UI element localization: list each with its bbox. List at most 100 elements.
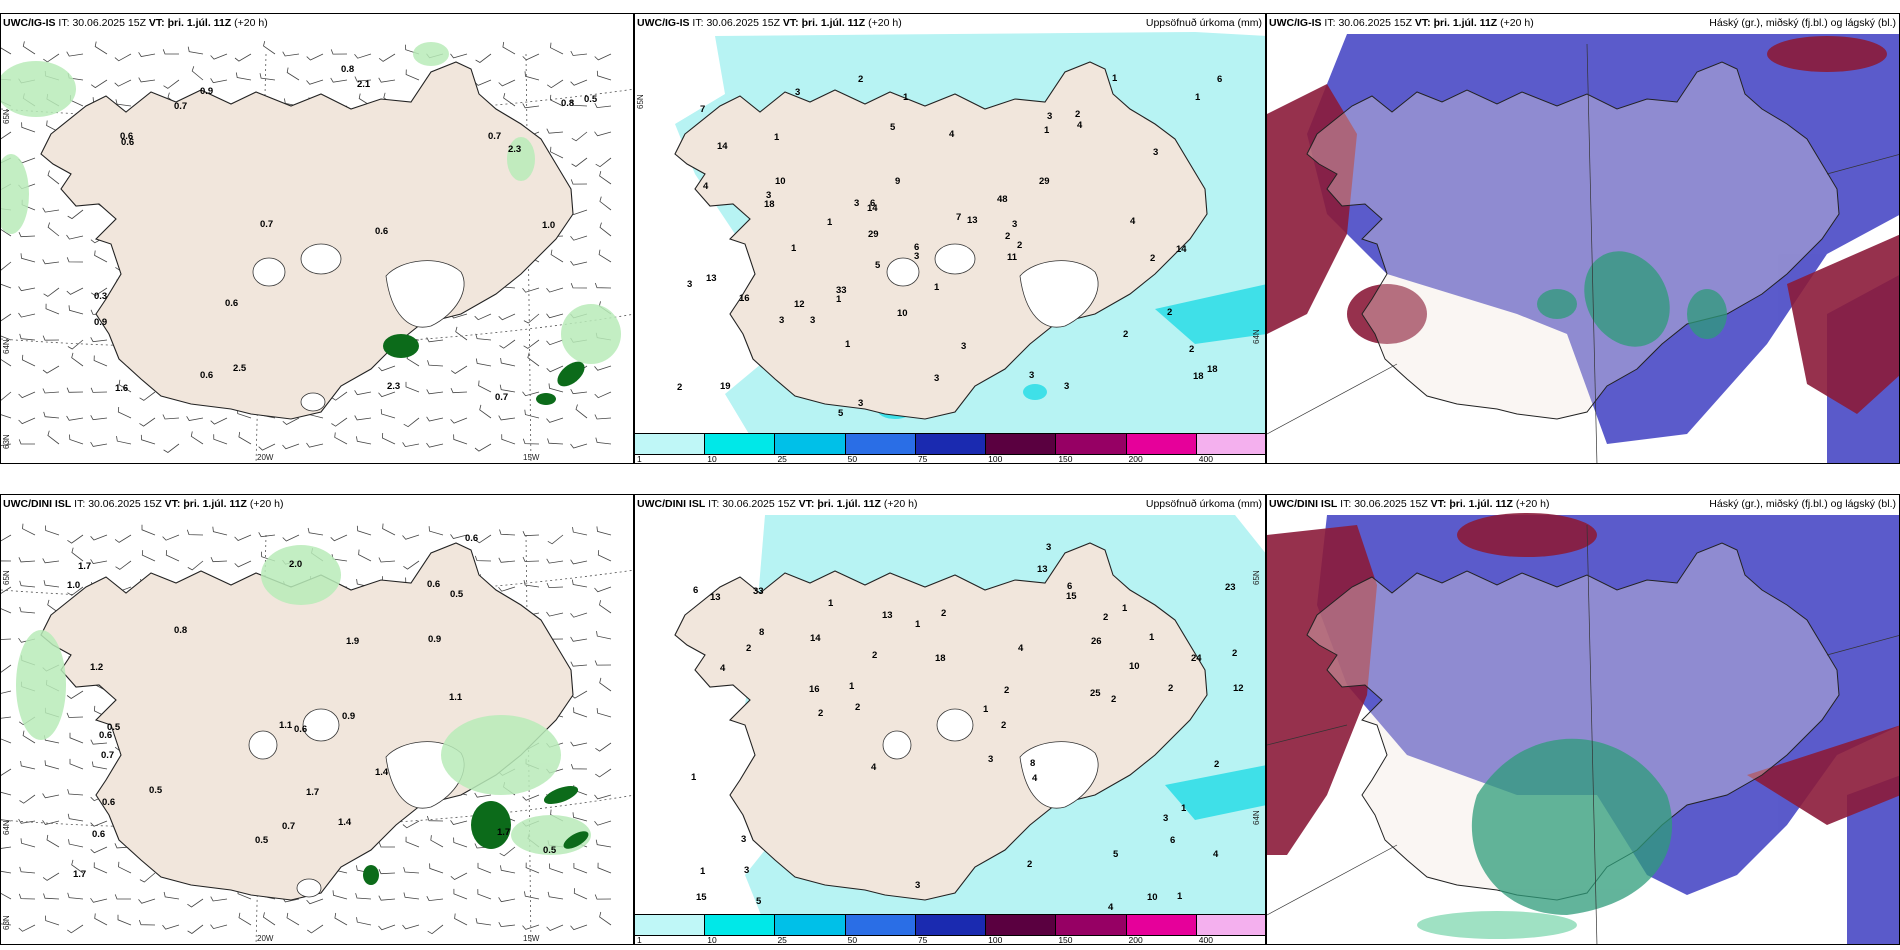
wind-barb: [42, 365, 60, 374]
wind-barb: [90, 387, 108, 393]
wind-barb: [426, 896, 444, 902]
precip-amount-label: 3: [687, 279, 692, 290]
wind-barb: [19, 333, 36, 341]
precip-amount-label: 3: [779, 315, 784, 326]
wind-barb: [282, 443, 300, 450]
wind-barb: [22, 523, 36, 536]
wind-barb: [116, 436, 132, 445]
colorbar-segment: [986, 915, 1057, 935]
wind-barb: [42, 207, 60, 213]
wind-barb: [19, 794, 36, 804]
wind-barb: [71, 352, 84, 367]
precip-amount-label: 12: [794, 299, 805, 310]
wind-barb: [19, 606, 36, 614]
precip-amount-label: 5: [838, 408, 844, 419]
precip-amount-label: 6: [1170, 835, 1175, 846]
wind-barb: [426, 416, 444, 422]
precip-amount-label: 3: [915, 880, 920, 891]
wind-barb: [522, 391, 540, 397]
wind-barb: [354, 76, 372, 82]
wind-barb: [450, 387, 468, 394]
wind-barb: [356, 525, 372, 536]
wind-barb: [573, 863, 588, 874]
wind-barb: [500, 865, 516, 874]
wind-barb: [596, 631, 612, 640]
precip-value-label: 0.7: [282, 821, 295, 832]
wind-barb: [91, 761, 108, 770]
wind-barb: [570, 79, 588, 86]
precip-amount-label: 24: [1191, 653, 1202, 664]
wind-barb: [90, 337, 108, 343]
precip-value-label: 0.5: [450, 589, 464, 600]
wind-barb: [1, 716, 12, 719]
cloud-map: [1267, 34, 1899, 463]
wind-barb: [42, 793, 60, 799]
wind-barb: [427, 360, 444, 367]
colorbar-segment: [1126, 915, 1197, 935]
wind-barb: [67, 813, 84, 822]
precip-amount-label: 19: [720, 381, 731, 392]
precip-amount-label: 5: [1113, 849, 1119, 860]
lat-label-63n: 63N: [2, 915, 11, 930]
precip-amount-label: 3: [854, 198, 859, 209]
wind-barb: [502, 41, 516, 55]
precip-value-label: 1.7: [306, 787, 319, 798]
wind-barb: [450, 53, 468, 59]
wind-barb: [187, 560, 204, 571]
wind-barb: [234, 53, 252, 62]
precip-amount-label: 23: [1225, 582, 1236, 593]
colorbar-tick-label: 200: [1128, 935, 1143, 945]
precip-amount-label: 29: [1039, 176, 1050, 187]
glaciers: [886, 243, 1099, 328]
wind-barb: [90, 287, 108, 297]
precip-amount-label: 3: [961, 341, 966, 352]
precip-amount-label: 2: [1005, 231, 1010, 242]
wind-barb: [570, 283, 588, 289]
wind-barb: [213, 434, 228, 445]
wind-barb: [522, 794, 540, 801]
precip-amount-label: 10: [1129, 661, 1140, 672]
wind-barb: [45, 915, 60, 926]
wind-barb: [550, 249, 564, 263]
wind-barb: [140, 434, 156, 445]
wind-barb: [595, 437, 612, 445]
precip-amount-label: 3: [1012, 219, 1017, 230]
wind-barb: [527, 352, 540, 367]
wind-barb: [403, 892, 420, 900]
colorbar-tick-label: 1: [637, 454, 642, 464]
wind-barb: [334, 912, 348, 926]
wind-barb: [162, 414, 180, 420]
precip-amount-label: 1: [1195, 92, 1201, 103]
colorbar-tick-label: 75: [917, 935, 928, 945]
wind-barb: [573, 707, 588, 718]
wind-barb: [66, 257, 84, 263]
precip-amount-label: 12: [1233, 683, 1244, 694]
precip-amount-label: 1: [836, 294, 842, 305]
precip-value-label: 0.9: [428, 634, 441, 645]
wind-barb: [114, 894, 131, 900]
precip-value-label: 0.8: [174, 625, 187, 636]
precip-amount-label: 13: [967, 215, 978, 226]
wind-barb: [546, 558, 564, 564]
precip-value-labels: 0.60.80.90.60.91.11.70.50.60.50.70.60.71…: [67, 533, 557, 880]
panel-wind-ig-is: UWC/IG-IS IT: 30.06.2025 15Z VT: þri. 1.…: [0, 13, 634, 464]
wind-barb: [139, 872, 156, 883]
colorbar-segment: [1056, 434, 1127, 454]
wind-barb: [234, 560, 252, 568]
precip-value-label: 1.1: [279, 720, 293, 731]
wind-barb: [378, 77, 396, 83]
wind-barb: [258, 443, 276, 451]
wind-barb: [546, 79, 564, 89]
wind-barb: [594, 660, 612, 666]
wind-barb: [572, 527, 588, 536]
precip-amount-label: 2: [1168, 683, 1173, 694]
wind-barb: [210, 417, 228, 425]
precip-amount-label: 1: [691, 772, 697, 783]
precip-amount-label: 15: [696, 892, 707, 903]
wind-barb: [405, 381, 420, 393]
map-grid: [1267, 43, 1899, 463]
wind-barb: [18, 924, 36, 932]
precip-amount-label: 1: [1044, 125, 1050, 136]
wind-barb: [498, 586, 516, 592]
